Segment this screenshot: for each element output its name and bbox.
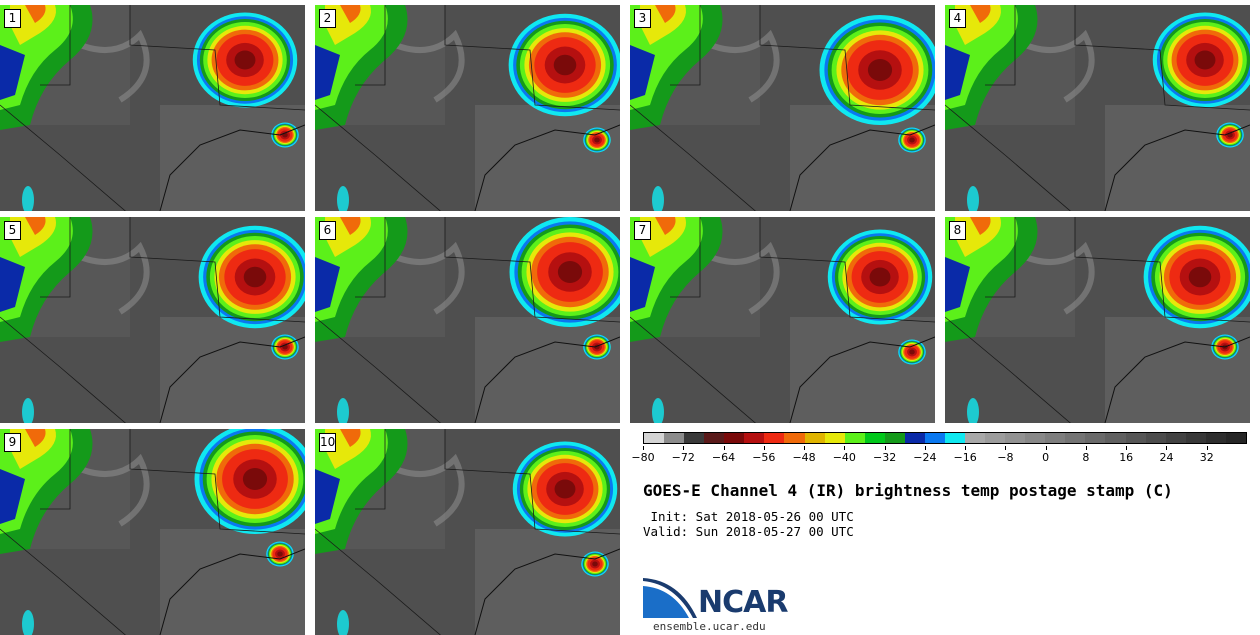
- colorbar-segment: [1185, 433, 1206, 443]
- member-number-label: 7: [634, 221, 651, 240]
- forecast-panel: 6: [315, 217, 620, 423]
- colorbar-tick-label: −56: [752, 451, 776, 464]
- colorbar-segment: [1165, 433, 1186, 443]
- colorbar-ticks: −80 −72 −64 −56 −48 −40 −32 −24 −16 −8 0 8 16 24 32: [631, 446, 1247, 466]
- colorbar-tick: [643, 446, 644, 450]
- colorbar-tick-label: −32: [872, 451, 897, 464]
- colorbar-tick-label: 16: [1119, 451, 1134, 464]
- colorbar-segment: [684, 433, 705, 443]
- forecast-panel: 10: [315, 429, 620, 635]
- colorbar-tick: [1126, 446, 1128, 450]
- forecast-panel: 8: [945, 217, 1250, 423]
- colorbar-segment: [664, 433, 685, 443]
- colorbar-segment: [744, 433, 765, 443]
- colorbar-segment: [965, 433, 986, 443]
- colorbar-segment: [1025, 433, 1046, 443]
- colorbar-segment: [1225, 433, 1246, 443]
- member-number-label: 3: [634, 9, 651, 28]
- colorbar-segment: [1125, 433, 1146, 443]
- colorbar-tick: [723, 446, 725, 450]
- colorbar-tick-label: −16: [953, 451, 977, 464]
- colorbar-tick-label: −48: [792, 451, 816, 464]
- valid-time: Valid: Sun 2018-05-27 00 UTC: [643, 524, 854, 539]
- colorbar-segment: [1065, 433, 1086, 443]
- colorbar-segment: [844, 433, 865, 443]
- forecast-panel: 4: [945, 5, 1250, 211]
- colorbar-segment: [644, 433, 665, 443]
- member-number-label: 4: [949, 9, 966, 28]
- ir-satellite-map: [315, 5, 620, 211]
- colorbar-segment: [704, 433, 725, 443]
- forecast-panel: 9: [0, 429, 305, 635]
- colorbar-segment: [985, 433, 1006, 443]
- colorbar-tick-label: −80: [631, 451, 655, 464]
- ir-satellite-map: [0, 5, 305, 211]
- colorbar-tick: [1085, 446, 1087, 450]
- forecast-panel: 5: [0, 217, 305, 423]
- colorbar-segment: [904, 433, 925, 443]
- colorbar-tick: [1005, 446, 1007, 450]
- ncar-logo-text: NCAR: [698, 585, 788, 620]
- colorbar-segment: [1145, 433, 1166, 443]
- member-number-label: 5: [4, 221, 21, 240]
- colorbar-tick: [683, 446, 685, 450]
- forecast-panel: 7: [630, 217, 935, 423]
- colorbar-segment: [1045, 433, 1066, 443]
- colorbar-tick-label: 8: [1082, 451, 1090, 464]
- init-time: Init: Sat 2018-05-26 00 UTC: [643, 509, 854, 524]
- member-number-label: 1: [4, 9, 21, 28]
- colorbar-tick: [1045, 446, 1047, 450]
- colorbar-tick: [763, 446, 765, 450]
- colorbar-tick-label: −8: [997, 451, 1014, 464]
- colorbar-tick-label: 32: [1199, 451, 1214, 464]
- colorbar-segment: [764, 433, 785, 443]
- colorbar-tick-label: 0: [1042, 451, 1050, 464]
- ir-satellite-map: [945, 5, 1250, 211]
- colorbar-segment: [944, 433, 965, 443]
- ir-satellite-map: [315, 217, 620, 423]
- ir-satellite-map: [0, 429, 305, 635]
- colorbar-tick: [804, 446, 806, 450]
- ir-satellite-map: [0, 217, 305, 423]
- member-number-label: 9: [4, 433, 21, 452]
- member-number-label: 2: [319, 9, 336, 28]
- member-number-label: 8: [949, 221, 966, 240]
- ir-satellite-map: [315, 429, 620, 635]
- colorbar-tick-label: −24: [913, 451, 937, 464]
- colorbar-segment: [784, 433, 805, 443]
- forecast-panel: 3: [630, 5, 935, 211]
- colorbar-tick: [1166, 446, 1168, 450]
- ir-satellite-map: [630, 217, 935, 423]
- forecast-panel: 1: [0, 5, 305, 211]
- colorbar-segment: [884, 433, 905, 443]
- member-number-label: 10: [319, 433, 336, 452]
- forecast-panel: 2: [315, 5, 620, 211]
- colorbar-segment: [824, 433, 845, 443]
- colorbar-segment: [804, 433, 825, 443]
- colorbar-tick: [924, 446, 926, 450]
- colorbar-tick: [884, 446, 886, 450]
- ir-satellite-map: [945, 217, 1250, 423]
- colorbar-tick-label: −64: [711, 451, 736, 464]
- temperature-colorbar: [643, 432, 1247, 444]
- colorbar-tick-label: −40: [832, 451, 856, 464]
- colorbar-segment: [864, 433, 885, 443]
- colorbar-tick: [1206, 446, 1208, 450]
- colorbar-tick: [844, 446, 846, 450]
- colorbar-segment: [924, 433, 945, 443]
- colorbar-tick-label: −72: [671, 451, 695, 464]
- colorbar-segment: [1085, 433, 1106, 443]
- site-url: ensemble.ucar.edu: [653, 620, 766, 633]
- colorbar-tick-label: 24: [1159, 451, 1174, 464]
- colorbar-segment: [1105, 433, 1126, 443]
- figure-title: GOES-E Channel 4 (IR) brightness temp po…: [643, 481, 1173, 500]
- colorbar-segment: [1205, 433, 1226, 443]
- colorbar-tick: [965, 446, 967, 450]
- ncar-logo-icon: [643, 578, 697, 618]
- ir-satellite-map: [630, 5, 935, 211]
- member-number-label: 6: [319, 221, 336, 240]
- colorbar-segment: [724, 433, 745, 443]
- colorbar-segment: [1005, 433, 1026, 443]
